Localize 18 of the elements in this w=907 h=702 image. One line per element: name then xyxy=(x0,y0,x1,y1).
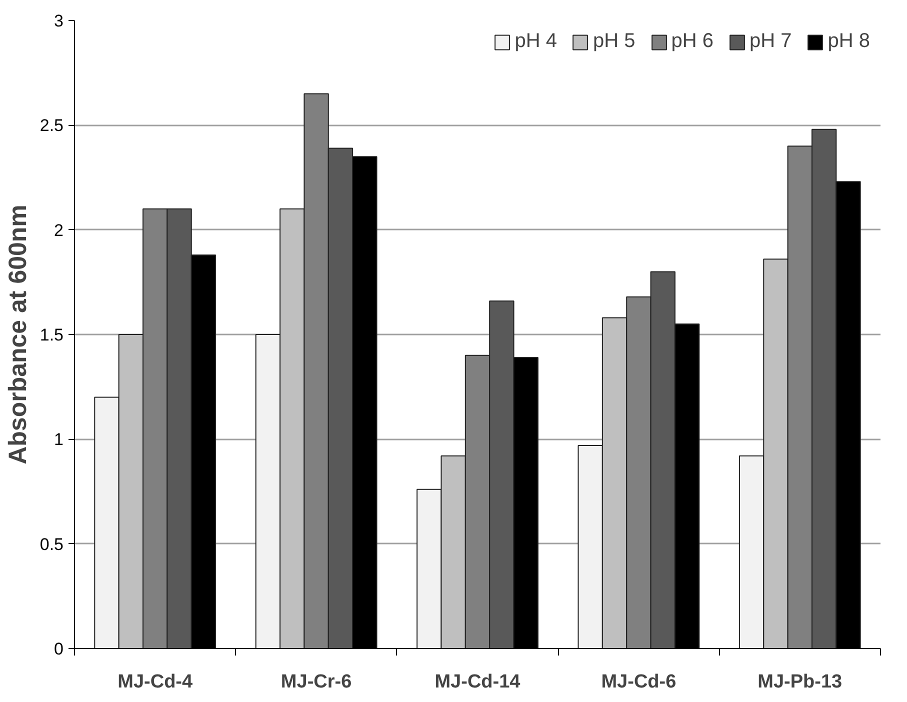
legend-label: pH 8 xyxy=(828,30,870,53)
y-tick-label: 2 xyxy=(54,220,64,240)
x-tick-label: MJ-Cd-4 xyxy=(118,672,194,692)
y-tick-label: 0.5 xyxy=(40,534,64,554)
y-tick-label: 1 xyxy=(54,430,64,450)
legend-label: pH 7 xyxy=(750,30,792,53)
legend-label: pH 6 xyxy=(671,30,714,53)
x-tick-label: MJ-Cd-6 xyxy=(601,672,676,692)
y-axis-title: Absorbance at 600nm xyxy=(4,204,32,464)
y-tick-label: 1.5 xyxy=(40,326,64,344)
y-tick-label: 3 xyxy=(54,12,64,30)
x-tick-label: MJ-Pb-13 xyxy=(758,672,842,692)
x-tick-label: MJ-Cr-6 xyxy=(280,672,352,692)
x-tick-label: MJ-Cd-14 xyxy=(434,672,521,692)
y-tick-label: 0 xyxy=(54,640,64,658)
legend-label: pH 5 xyxy=(593,30,636,53)
legend-label: pH 4 xyxy=(514,30,557,53)
y-tick-label: 2.5 xyxy=(40,116,64,136)
